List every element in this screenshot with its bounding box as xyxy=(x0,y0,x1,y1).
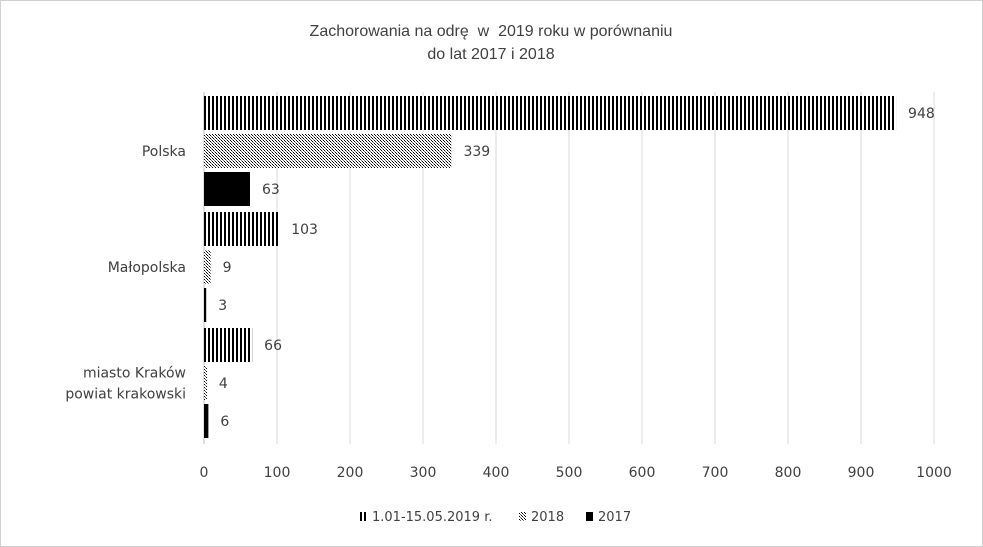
legend-swatch-3 xyxy=(586,512,593,521)
data-label-3-2: 4 xyxy=(219,376,228,392)
chart-title: Zachorowania na odrę w 2019 roku w porów… xyxy=(310,23,673,63)
x-tick-label-1000: 1000 xyxy=(916,465,952,481)
data-label-2-3: 3 xyxy=(218,298,227,314)
x-tick-label-600: 600 xyxy=(629,465,656,481)
bar-3-3 xyxy=(204,404,209,438)
x-tick-label-800: 800 xyxy=(775,465,802,481)
legend-swatch-1 xyxy=(360,512,367,521)
data-label-1-1: 948 xyxy=(908,106,935,122)
legend-label-1: 1.01-15.05.2019 r. xyxy=(372,510,493,525)
data-label-2-1: 103 xyxy=(291,222,318,238)
bar-2-3 xyxy=(204,288,207,322)
x-tick-label-200: 200 xyxy=(337,465,364,481)
category-label-3-line-2: powiat krakowski xyxy=(65,387,186,403)
x-tick-label-500: 500 xyxy=(556,465,583,481)
x-tick-label-100: 100 xyxy=(264,465,291,481)
x-tick-label-700: 700 xyxy=(702,465,729,481)
legend-swatch-2 xyxy=(519,512,526,521)
bar-1-3 xyxy=(204,172,250,206)
legend-label-2: 2018 xyxy=(531,510,564,525)
category-label-2: Małopolska xyxy=(108,260,186,276)
category-label-3-line-1: miasto Kraków xyxy=(83,366,186,382)
chart-title-line-2: do lat 2017 i 2018 xyxy=(427,46,554,63)
bar-3-1 xyxy=(204,328,253,362)
bar-1-1 xyxy=(204,96,897,130)
bar-1-2 xyxy=(204,134,452,168)
legend: 1.01-15.05.2019 r. 2018 2017 xyxy=(360,510,631,525)
data-label-1-2: 339 xyxy=(463,144,490,160)
x-tick-label-300: 300 xyxy=(410,465,437,481)
bars: 948 339 63 103 9 3 66 4 6 xyxy=(204,96,935,438)
x-tick-label-900: 900 xyxy=(848,465,875,481)
data-label-1-3: 63 xyxy=(262,182,280,198)
bar-2-1 xyxy=(204,212,280,246)
data-label-3-3: 6 xyxy=(220,414,229,430)
x-tick-label-400: 400 xyxy=(483,465,510,481)
category-labels: Polska Małopolska miasto Kraków powiat krak… xyxy=(65,144,186,403)
data-label-3-1: 66 xyxy=(264,338,282,354)
category-label-1: Polska xyxy=(142,144,186,160)
legend-label-3: 2017 xyxy=(598,510,631,525)
x-tick-label-0: 0 xyxy=(200,465,209,481)
bar-3-2 xyxy=(204,366,207,400)
data-label-2-2: 9 xyxy=(223,260,232,276)
x-tick-labels: 0 100 200 300 400 500 600 700 800 900 1000 xyxy=(200,465,952,481)
chart-title-line-1: Zachorowania na odrę w 2019 roku w porów… xyxy=(310,23,673,40)
bar-2-2 xyxy=(204,250,211,284)
